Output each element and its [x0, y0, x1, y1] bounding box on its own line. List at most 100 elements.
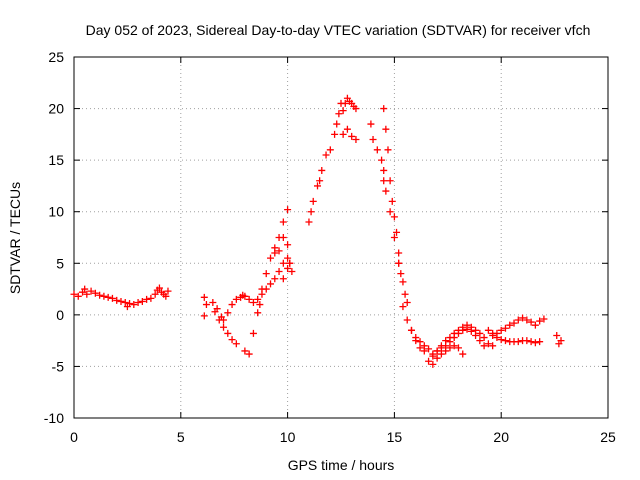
data-point: [514, 338, 522, 346]
data-point: [416, 338, 424, 346]
data-point: [382, 187, 390, 195]
data-point: [147, 294, 155, 302]
data-point: [437, 350, 445, 358]
data-point: [286, 259, 294, 267]
data-point: [523, 337, 531, 345]
data-point: [450, 334, 458, 342]
data-point: [279, 218, 287, 226]
tick-layer: 0 5 10 15 20 25 -10 -5 0 5 10 15 20 25: [44, 49, 616, 445]
data-point: [527, 338, 535, 346]
data-point: [429, 352, 437, 360]
data-point: [113, 296, 121, 304]
data-point: [384, 146, 392, 154]
data-point: [271, 244, 279, 252]
data-point: [258, 290, 266, 298]
x-tick-label: 10: [280, 429, 296, 445]
data-point: [241, 292, 249, 300]
data-point: [412, 334, 420, 342]
data-point: [501, 324, 509, 332]
data-point: [403, 298, 411, 306]
data-point: [442, 342, 450, 350]
data-point: [228, 336, 236, 344]
data-point: [472, 331, 480, 339]
data-point: [523, 316, 531, 324]
data-point: [343, 125, 351, 133]
data-point: [501, 337, 509, 345]
x-tick-label: 25: [600, 429, 616, 445]
data-point: [117, 297, 125, 305]
y-tick-label: 5: [56, 255, 64, 271]
data-point: [459, 350, 467, 358]
data-point: [326, 146, 334, 154]
data-point: [401, 290, 409, 298]
data-point: [380, 177, 388, 185]
data-point: [380, 166, 388, 174]
data-point: [245, 350, 253, 358]
data-point: [108, 294, 116, 302]
data-point: [87, 287, 95, 295]
data-point: [267, 254, 275, 262]
data-point: [228, 301, 236, 309]
data-point: [155, 284, 163, 292]
data-point: [83, 290, 91, 298]
data-point: [241, 347, 249, 355]
data-point: [348, 132, 356, 140]
chart-title: Day 052 of 2023, Sidereal Day-to-day VTE…: [86, 22, 591, 38]
data-point: [484, 326, 492, 334]
x-axis-label: GPS time / hours: [288, 457, 395, 473]
data-point: [335, 110, 343, 118]
data-point: [367, 120, 375, 128]
data-point: [284, 241, 292, 249]
x-tick-label: 20: [493, 429, 509, 445]
data-point: [249, 329, 257, 337]
data-marks: [70, 94, 565, 368]
data-point: [224, 329, 232, 337]
data-point: [267, 280, 275, 288]
x-tick-label: 15: [387, 429, 403, 445]
data-point: [81, 285, 89, 293]
data-point: [74, 292, 82, 300]
plot-frame: [73, 56, 609, 419]
data-point: [480, 342, 488, 350]
data-point: [254, 295, 262, 303]
data-point: [275, 268, 283, 276]
data-point: [316, 177, 324, 185]
data-point: [395, 259, 403, 267]
data-point: [433, 354, 441, 362]
data-point: [514, 316, 522, 324]
data-point: [341, 99, 349, 107]
data-point: [497, 326, 505, 334]
data-point: [162, 292, 170, 300]
y-tick-label: 25: [48, 49, 64, 65]
data-point: [450, 342, 458, 350]
x-tick-label: 5: [177, 429, 185, 445]
data-point: [333, 120, 341, 128]
data-point: [454, 329, 462, 337]
data-point: [314, 182, 322, 190]
data-point: [393, 228, 401, 236]
data-point: [284, 264, 292, 272]
data-point: [215, 316, 223, 324]
data-point: [497, 336, 505, 344]
data-point: [100, 292, 108, 300]
data-point: [352, 105, 360, 113]
y-tick-label: 0: [56, 307, 64, 323]
data-point: [467, 327, 475, 335]
data-point: [138, 297, 146, 305]
data-point: [202, 301, 210, 309]
data-point: [126, 300, 134, 308]
data-point: [275, 247, 283, 255]
data-point: [380, 105, 388, 113]
data-point: [536, 338, 544, 346]
data-point: [463, 325, 471, 333]
data-point: [232, 295, 240, 303]
data-point: [386, 208, 394, 216]
x-tick-label: 0: [70, 429, 78, 445]
data-point: [224, 309, 232, 317]
data-point: [506, 321, 514, 329]
data-point: [437, 344, 445, 352]
data-point: [211, 308, 219, 316]
data-point: [305, 218, 313, 226]
data-point: [454, 344, 462, 352]
